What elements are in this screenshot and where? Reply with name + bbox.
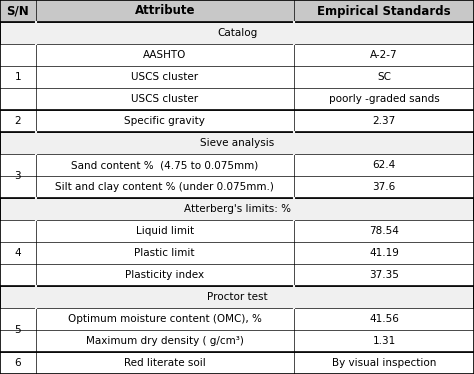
Text: SC: SC xyxy=(377,72,391,82)
Text: Catalog: Catalog xyxy=(217,28,257,38)
Text: 41.19: 41.19 xyxy=(369,248,399,258)
Bar xyxy=(0,88,36,110)
Text: 4: 4 xyxy=(15,248,21,258)
Bar xyxy=(36,220,294,242)
Bar xyxy=(0,132,474,154)
Text: 2.37: 2.37 xyxy=(372,116,396,126)
Text: Sand content %  (4.75 to 0.075mm): Sand content % (4.75 to 0.075mm) xyxy=(71,160,258,170)
Bar xyxy=(0,176,36,198)
Bar xyxy=(36,330,294,352)
Bar xyxy=(36,88,294,110)
Bar xyxy=(294,154,474,176)
Text: Atterberg's limits: %: Atterberg's limits: % xyxy=(183,204,291,214)
Text: 6: 6 xyxy=(15,358,21,368)
Text: Specific gravity: Specific gravity xyxy=(124,116,205,126)
Bar xyxy=(36,110,294,132)
Bar xyxy=(294,220,474,242)
Bar xyxy=(0,66,36,88)
Text: Plasticity index: Plasticity index xyxy=(125,270,204,280)
Text: Plastic limit: Plastic limit xyxy=(135,248,195,258)
Text: poorly -graded sands: poorly -graded sands xyxy=(328,94,439,104)
Bar xyxy=(294,264,474,286)
Bar xyxy=(0,154,36,198)
Text: A-2-7: A-2-7 xyxy=(370,50,398,60)
Bar xyxy=(36,242,294,264)
Bar xyxy=(0,44,36,66)
Text: By visual inspection: By visual inspection xyxy=(332,358,436,368)
Bar xyxy=(0,308,36,352)
Bar xyxy=(0,110,36,132)
Bar xyxy=(0,220,36,242)
Text: 37.6: 37.6 xyxy=(372,182,396,192)
Text: 78.54: 78.54 xyxy=(369,226,399,236)
Text: 2: 2 xyxy=(15,116,21,126)
Bar xyxy=(0,0,474,22)
Bar xyxy=(0,110,36,132)
Bar xyxy=(294,44,474,66)
Bar xyxy=(294,242,474,264)
Text: 62.4: 62.4 xyxy=(372,160,396,170)
Text: 5: 5 xyxy=(15,325,21,335)
Bar xyxy=(0,220,36,286)
Bar xyxy=(36,176,294,198)
Text: AASHTO: AASHTO xyxy=(143,50,186,60)
Text: 1: 1 xyxy=(15,72,21,82)
Text: Maximum dry density ( g/cm³): Maximum dry density ( g/cm³) xyxy=(86,336,244,346)
Bar xyxy=(0,330,36,352)
Text: USCS cluster: USCS cluster xyxy=(131,94,198,104)
Bar xyxy=(294,308,474,330)
Text: Silt and clay content % (under 0.075mm.): Silt and clay content % (under 0.075mm.) xyxy=(55,182,274,192)
Bar xyxy=(0,22,474,44)
Bar xyxy=(294,66,474,88)
Text: 41.56: 41.56 xyxy=(369,314,399,324)
Text: Liquid limit: Liquid limit xyxy=(136,226,194,236)
Text: USCS cluster: USCS cluster xyxy=(131,72,198,82)
Text: Empirical Standards: Empirical Standards xyxy=(317,4,451,18)
Bar xyxy=(0,264,36,286)
Bar xyxy=(0,352,36,374)
Bar xyxy=(0,44,36,110)
Bar xyxy=(294,88,474,110)
Bar xyxy=(0,242,36,264)
Bar xyxy=(36,352,294,374)
Text: Optimum moisture content (OMC), %: Optimum moisture content (OMC), % xyxy=(68,314,262,324)
Text: Proctor test: Proctor test xyxy=(207,292,267,302)
Bar xyxy=(294,176,474,198)
Bar xyxy=(0,154,36,176)
Text: Attribute: Attribute xyxy=(135,4,195,18)
Bar xyxy=(0,308,36,330)
Bar xyxy=(0,198,474,220)
Bar xyxy=(36,308,294,330)
Bar xyxy=(294,352,474,374)
Bar xyxy=(294,330,474,352)
Bar xyxy=(36,44,294,66)
Text: 37.35: 37.35 xyxy=(369,270,399,280)
Text: S/N: S/N xyxy=(7,4,29,18)
Bar xyxy=(36,66,294,88)
Bar xyxy=(0,286,474,308)
Bar xyxy=(294,110,474,132)
Text: 3: 3 xyxy=(15,171,21,181)
Text: 1.31: 1.31 xyxy=(372,336,396,346)
Text: Red literate soil: Red literate soil xyxy=(124,358,206,368)
Bar xyxy=(0,352,36,374)
Bar xyxy=(36,264,294,286)
Bar xyxy=(36,154,294,176)
Text: Sieve analysis: Sieve analysis xyxy=(200,138,274,148)
